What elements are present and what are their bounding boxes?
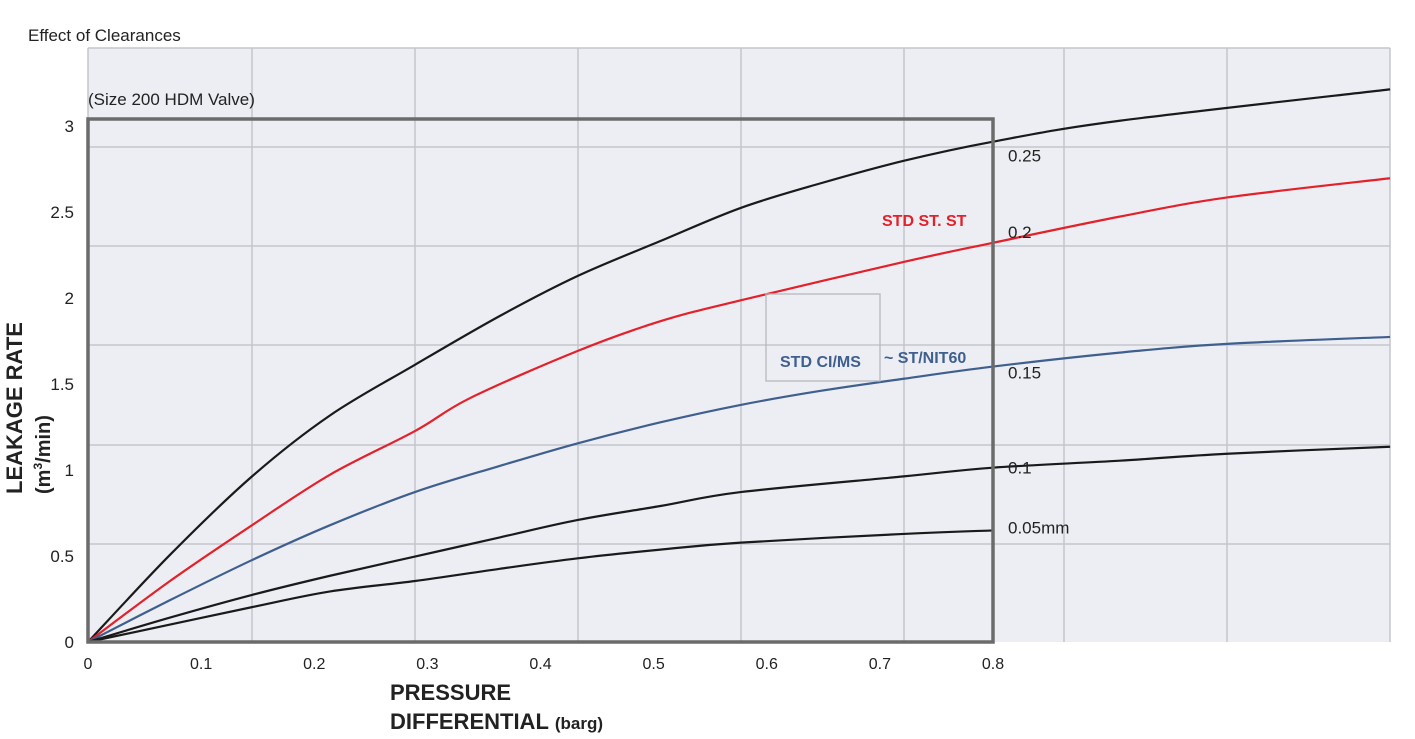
- series-line-0.15: [87, 335, 1391, 643]
- annotation-box: [765, 293, 881, 382]
- y-axis-label: LEAKAGE RATE (m3/min): [2, 322, 55, 494]
- series-label: 0.25: [1008, 147, 1041, 166]
- annotation-std-st-st: STD ST. ST: [882, 213, 967, 230]
- annotation-st-nit60: ~ ST/NIT60: [884, 350, 966, 367]
- curves: [87, 88, 1391, 644]
- series-label: 0.1: [1008, 459, 1032, 478]
- series-labels: 0.25 0.2 0.15 0.1 0.05mm: [1008, 147, 1069, 538]
- x-tick-label: 0.8: [982, 656, 1004, 673]
- x-tick-labels: 0 0.1 0.2 0.3 0.4 0.5 0.6 0.7 0.8: [84, 656, 1005, 673]
- x-tick-label: 0.6: [756, 656, 778, 673]
- y-tick-label: 1.5: [50, 375, 74, 394]
- x-tick-label: 0.7: [869, 656, 891, 673]
- x-axis-unit: (barg): [555, 714, 603, 733]
- x-tick-label: 0.1: [190, 656, 212, 673]
- y-axis-label-text: LEAKAGE RATE: [2, 322, 27, 494]
- series-line-0.1: [87, 445, 1391, 644]
- y-tick-label: 2.5: [50, 203, 74, 222]
- series-label: 0.2: [1008, 223, 1032, 242]
- y-tick-label: 3: [65, 117, 74, 136]
- gridlines: [87, 47, 1391, 642]
- series-line-0.2: [87, 177, 1391, 643]
- series-line-0.25: [87, 88, 1391, 643]
- y-axis-unit: (m3/min): [31, 415, 55, 494]
- y-tick-label: 0: [65, 633, 74, 652]
- x-tick-label: 0.5: [643, 656, 665, 673]
- x-tick-label: 0.4: [529, 656, 551, 673]
- x-axis-label-line2: DIFFERENTIAL (barg): [390, 709, 603, 734]
- x-tick-label: 0.3: [416, 656, 438, 673]
- series-line-0.05mm: [87, 529, 994, 644]
- y-tick-label: 1: [65, 461, 74, 480]
- annotation-std-ci-ms: STD CI/MS: [780, 354, 861, 371]
- x-tick-label: 0: [84, 656, 93, 673]
- y-tick-label: 0.5: [50, 547, 74, 566]
- chart-title: Effect of Clearances: [28, 26, 181, 45]
- y-tick-label: 2: [65, 289, 74, 308]
- chart-subtitle: (Size 200 HDM Valve): [88, 90, 255, 109]
- chart-frame: [86, 117, 995, 644]
- series-label: 0.15: [1008, 364, 1041, 383]
- x-tick-label: 0.2: [303, 656, 325, 673]
- x-axis-label-line1: PRESSURE: [390, 680, 511, 705]
- series-label: 0.05mm: [1008, 518, 1069, 537]
- y-tick-labels: 0 0.5 1 1.5 2 2.5 3: [50, 117, 74, 652]
